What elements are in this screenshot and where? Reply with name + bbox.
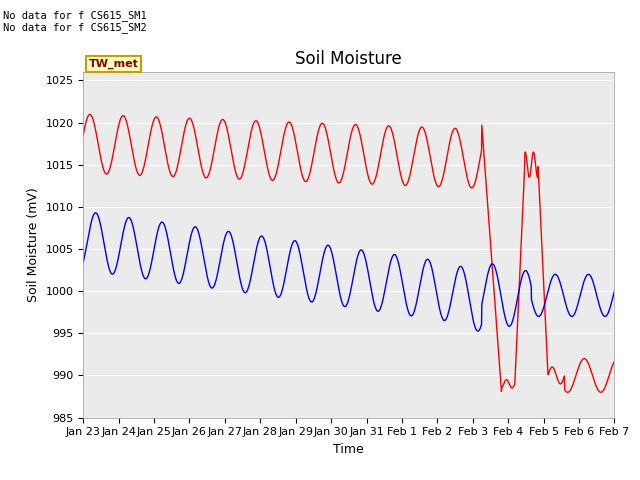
Line: DltaT_SM1: DltaT_SM1	[83, 114, 614, 392]
Text: No data for f CS615_SM1
No data for f CS615_SM2: No data for f CS615_SM1 No data for f CS…	[3, 10, 147, 33]
DltaT_SM1	[324, 134, 332, 140]
DltaT_SM2	[92, 210, 100, 216]
DltaT_SM2	[595, 302, 603, 308]
DltaT_SM2	[107, 269, 115, 275]
DltaT_SM1	[595, 389, 603, 395]
DltaT_SM1	[107, 163, 115, 169]
DltaT_SM1	[498, 385, 506, 391]
DltaT_SM2	[596, 303, 604, 309]
Y-axis label: Soil Moisture (mV): Soil Moisture (mV)	[27, 187, 40, 302]
Text: TW_met: TW_met	[89, 59, 139, 69]
DltaT_SM1	[338, 176, 346, 182]
DltaT_SM1	[564, 389, 572, 395]
DltaT_SM2	[474, 328, 482, 334]
DltaT_SM2	[611, 288, 618, 294]
DltaT_SM2	[79, 259, 87, 264]
Title: Soil Moisture: Soil Moisture	[296, 49, 402, 68]
X-axis label: Time: Time	[333, 443, 364, 456]
DltaT_SM1	[86, 111, 93, 117]
DltaT_SM2	[338, 299, 346, 304]
DltaT_SM1	[79, 132, 87, 138]
DltaT_SM1	[596, 389, 604, 395]
DltaT_SM2	[324, 242, 332, 248]
DltaT_SM1	[611, 359, 618, 364]
Line: DltaT_SM2: DltaT_SM2	[83, 213, 614, 331]
DltaT_SM2	[498, 299, 506, 305]
